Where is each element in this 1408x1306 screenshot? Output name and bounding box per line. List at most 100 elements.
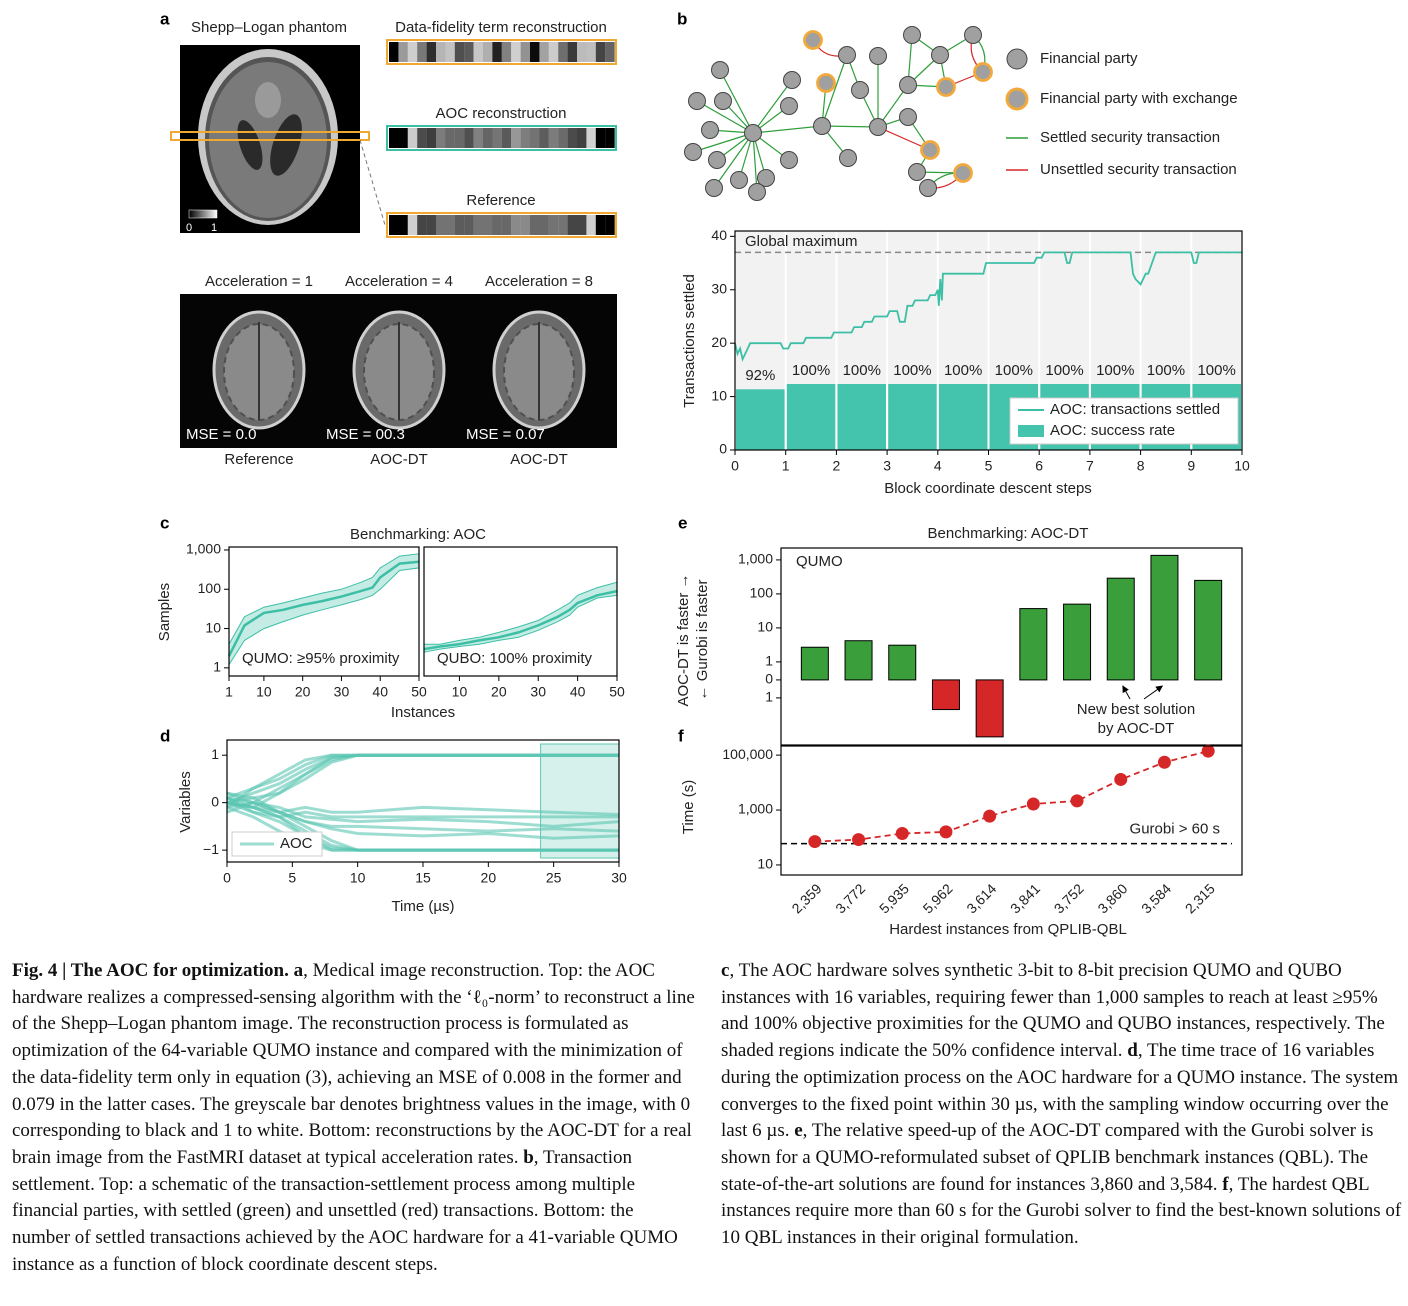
y-axis-label: Time (s) <box>680 780 697 834</box>
series-line <box>226 801 620 816</box>
legend-label: Financial party <box>1040 50 1138 67</box>
x-tick-label: 4 <box>934 458 942 474</box>
y-tick-label: 1 <box>765 689 773 705</box>
x-tick-label: 5,935 <box>876 880 912 916</box>
strip-pixel <box>577 215 587 235</box>
success-bar <box>786 384 836 450</box>
party <box>757 169 775 187</box>
strip-pixel <box>389 215 399 235</box>
strip-pixel <box>483 128 493 148</box>
plot-frame <box>734 230 1243 451</box>
y-tick-label: 100 <box>198 580 222 596</box>
success-bar <box>736 389 785 450</box>
series-line <box>226 801 619 852</box>
strip-pixel <box>426 215 437 235</box>
speedup-bar <box>844 640 873 681</box>
strip-pixel <box>558 215 568 235</box>
x-tick-label: 40 <box>570 684 586 700</box>
party <box>711 61 729 79</box>
party <box>869 47 887 65</box>
marker <box>1070 794 1084 808</box>
y-tick-label: 0 <box>719 441 727 457</box>
strip-pixel <box>595 128 606 148</box>
legend-label: AOC: transactions settled <box>1050 401 1220 418</box>
strip-title: Data-fidelity term reconstruction <box>395 19 607 36</box>
strip-pixel <box>454 215 465 235</box>
x-axis-label: Time (µs) <box>391 898 454 915</box>
strip-pixel <box>548 42 559 62</box>
strip-pixel <box>426 128 437 148</box>
strip-pixel <box>567 42 578 62</box>
marker <box>983 809 997 823</box>
y-tick-label: 1,000 <box>738 551 773 567</box>
x-tick-label: 2 <box>833 458 841 474</box>
strip-pixel <box>501 128 512 148</box>
settled-edge <box>752 125 823 134</box>
x-axis-label: Hardest instances from QPLIB-QBL <box>889 921 1127 938</box>
strip-pixel <box>577 42 587 62</box>
x-tick-label: 6 <box>1035 458 1043 474</box>
x-tick-label: 10 <box>350 870 366 886</box>
strip-pixel <box>436 128 446 148</box>
strip-pixel <box>605 42 615 62</box>
strip-pixel <box>520 42 531 62</box>
party <box>919 179 937 197</box>
y-tick-label: 1 <box>213 659 221 675</box>
annotation: QUMO: ≥95% proximity <box>242 650 400 667</box>
annotation-arrow <box>1122 685 1131 700</box>
speedup-bar <box>1019 608 1048 681</box>
strip-pixel <box>539 42 549 62</box>
bar-value-label: 100% <box>995 362 1033 379</box>
caption-text: , The AOC hardware solves synthetic 3-bi… <box>721 960 1385 1062</box>
speedup-bar <box>888 644 917 681</box>
plot-frame <box>228 546 420 677</box>
strip-pixel <box>398 215 408 235</box>
party <box>908 163 926 181</box>
strip-pixel <box>539 128 549 148</box>
y-tick-label: 0 <box>211 793 219 809</box>
strip-pixel <box>539 215 549 235</box>
x-tick-label: 40 <box>372 684 388 700</box>
strip-pixel <box>454 128 465 148</box>
phantom-spot <box>255 82 281 118</box>
brain-title: Acceleration = 1 <box>205 273 313 290</box>
party-exchange <box>973 62 993 82</box>
strip-pixel <box>398 42 408 62</box>
series-line <box>226 753 619 800</box>
bar-value-label: 100% <box>843 362 881 379</box>
marker <box>1026 797 1040 811</box>
brain-label: AOC-DT <box>510 451 568 468</box>
caption-bold: b <box>523 1146 534 1168</box>
strip-pixel <box>426 42 437 62</box>
strip-pixel <box>417 215 427 235</box>
x-tick-label: 30 <box>334 684 350 700</box>
legend-party <box>1006 48 1028 70</box>
strip-pixel <box>445 128 455 148</box>
brain-title: Acceleration = 4 <box>345 273 453 290</box>
chart-title: Benchmarking: AOC-DT <box>928 525 1089 542</box>
speedup-bar <box>1194 579 1223 681</box>
success-bar <box>938 384 988 450</box>
marker <box>1201 744 1215 758</box>
x-tick-label: 10 <box>1234 458 1250 474</box>
party <box>869 118 887 136</box>
x-tick-label: 3,860 <box>1094 880 1130 916</box>
plot-frame <box>226 739 620 863</box>
y-tick-label: 10 <box>757 619 773 635</box>
y-tick-label: 10 <box>711 387 727 403</box>
bar-value-label: 100% <box>1147 362 1185 379</box>
strip-pixel <box>548 128 559 148</box>
x-tick-label: 1 <box>225 684 233 700</box>
bar-value-label: 100% <box>1045 362 1083 379</box>
party <box>684 143 702 161</box>
brain-label: Reference <box>224 451 293 468</box>
y-axis-label: Variables <box>177 771 194 832</box>
panel-label: f <box>678 726 684 745</box>
strip-pixel <box>558 128 568 148</box>
strip-pixel <box>511 215 521 235</box>
series-line <box>814 750 1209 843</box>
y-tick-label: 1 <box>765 653 773 669</box>
y-axis-label: Transactions settled <box>681 274 698 408</box>
strip-frame <box>386 212 617 238</box>
strip-pixel <box>520 215 531 235</box>
